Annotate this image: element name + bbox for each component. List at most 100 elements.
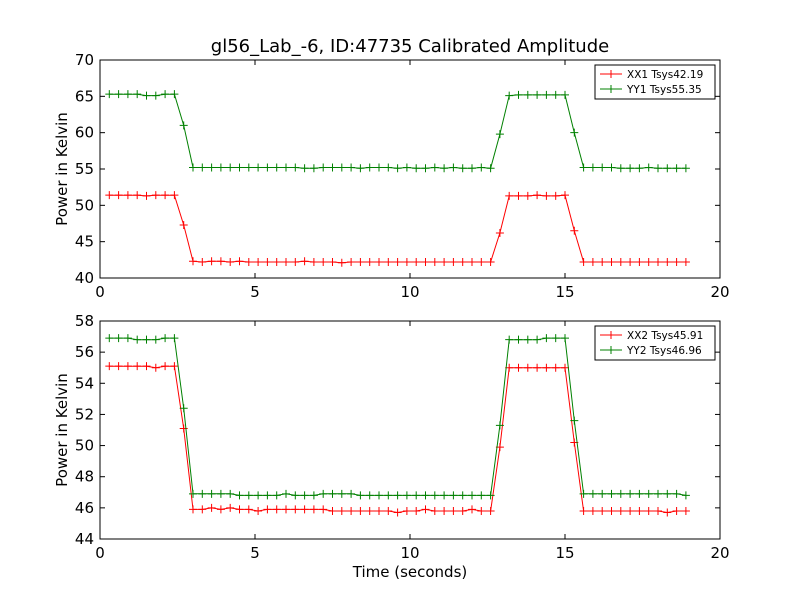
x-tick-label: 20 [710, 544, 729, 562]
legend-marker [607, 85, 615, 93]
legend-label: YY2 Tsys46.96 [626, 345, 702, 357]
data-point-marker [198, 505, 207, 514]
data-point-marker [458, 491, 467, 500]
data-point-marker [449, 163, 458, 172]
data-point-marker [533, 90, 542, 99]
legend-label: XX2 Tsys45.91 [627, 330, 703, 342]
data-point-marker [644, 506, 653, 515]
data-point-marker [561, 363, 569, 372]
data-point-marker [244, 505, 253, 514]
data-point-marker [430, 506, 439, 515]
data-point-marker [282, 163, 290, 172]
data-point-marker [356, 164, 365, 173]
data-point-marker [300, 257, 309, 266]
data-point-marker [207, 163, 216, 172]
data-point-marker [254, 506, 263, 515]
data-point-marker [468, 258, 476, 267]
data-point-marker [588, 489, 597, 498]
y-tick-label: 56 [75, 343, 94, 361]
data-point-marker [551, 334, 560, 343]
data-point-marker [328, 163, 337, 172]
data-point-marker [375, 506, 383, 515]
data-point-marker [393, 508, 402, 517]
data-point-marker [347, 258, 356, 267]
data-point-marker [161, 90, 170, 99]
legend-label: XX1 Tsys42.19 [627, 69, 703, 81]
data-point-marker [123, 90, 132, 99]
data-point-marker [142, 335, 151, 344]
data-point-marker [319, 163, 328, 172]
data-point-marker [216, 163, 225, 172]
data-point-marker [663, 508, 672, 517]
data-point-marker [356, 491, 365, 500]
data-point-marker [226, 503, 235, 512]
data-point-marker [486, 506, 495, 515]
data-point-marker [365, 163, 374, 172]
data-point-marker [198, 163, 207, 172]
x-tick-label: 15 [555, 283, 574, 301]
data-point-marker [533, 335, 542, 344]
data-point-marker [309, 491, 318, 500]
data-point-marker [551, 363, 560, 372]
data-point-marker [319, 258, 328, 267]
data-point-marker [616, 258, 625, 267]
data-point-marker [616, 164, 625, 173]
data-point-marker [207, 503, 216, 512]
data-point-marker [523, 90, 532, 99]
data-point-marker [179, 121, 188, 130]
data-point-marker [626, 164, 635, 173]
data-point-marker [105, 362, 114, 371]
data-point-marker [347, 506, 356, 515]
data-point-marker [244, 258, 253, 267]
y-tick-label: 50 [75, 437, 94, 455]
data-point-marker [570, 128, 579, 137]
data-point-marker [365, 506, 374, 515]
data-point-marker [133, 362, 142, 371]
data-point-marker [384, 491, 393, 500]
data-point-marker [588, 258, 597, 267]
data-point-marker [356, 258, 365, 267]
data-point-marker [189, 257, 197, 266]
data-point-marker [254, 491, 263, 500]
data-point-marker [458, 258, 467, 267]
data-point-marker [179, 220, 188, 229]
subplot-top: 0 5 10 15 20 40 45 50 55 60 65 70 Power in Kelvin XX1… [53, 51, 730, 301]
data-point-marker [533, 191, 542, 200]
legend: XX2 Tsys45.91 YY2 Tsys46.96 [594, 325, 716, 361]
data-point-marker [681, 164, 690, 173]
data-point-marker [319, 505, 328, 514]
data-point-marker [328, 258, 337, 267]
x-tick-label: 20 [710, 283, 729, 301]
data-point-marker [412, 506, 421, 515]
data-point-marker [384, 506, 393, 515]
data-point-marker [235, 163, 244, 172]
data-point-marker [365, 258, 374, 267]
y-tick-label: 54 [75, 374, 94, 392]
data-point-marker [654, 506, 662, 515]
x-tick-label: 5 [250, 544, 260, 562]
data-point-marker [681, 491, 690, 500]
data-point-marker [337, 258, 346, 267]
data-point-marker [570, 226, 579, 235]
data-point-marker [672, 164, 681, 173]
data-point-marker [161, 362, 170, 371]
data-point-marker [244, 491, 253, 500]
data-point-marker [514, 90, 523, 99]
data-point-marker [347, 489, 356, 498]
data-point-marker [198, 489, 207, 498]
data-point-marker [514, 363, 523, 372]
data-point-marker [635, 258, 644, 267]
data-point-marker [235, 257, 244, 266]
data-point-marker [226, 163, 235, 172]
data-point-marker [123, 334, 132, 343]
data-point-marker [161, 191, 170, 200]
data-point-marker [272, 491, 281, 500]
data-point-marker [123, 191, 132, 200]
data-point-marker [458, 506, 467, 515]
data-point-marker [477, 491, 486, 500]
y-axis-label: Power in Kelvin [53, 373, 71, 487]
data-point-marker [216, 505, 225, 514]
data-point-marker [309, 505, 318, 514]
y-tick-label: 60 [75, 124, 94, 142]
data-point-marker [337, 489, 346, 498]
